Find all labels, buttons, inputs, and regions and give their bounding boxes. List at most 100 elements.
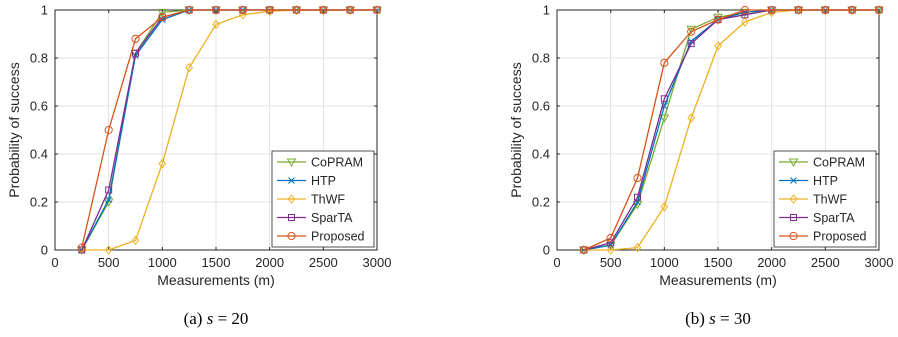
y-tick-label: 0.4 (30, 147, 48, 162)
legend: CoPRAM HTP ThWF SparTA Proposed (271, 150, 375, 248)
x-tick-label: 500 (600, 255, 622, 270)
y-tick-label: 0.6 (532, 99, 550, 114)
y-tick-label: 0.8 (532, 51, 550, 66)
x-tick-label: 2000 (757, 255, 786, 270)
data-point-proposed (131, 34, 140, 43)
series-proposed (579, 5, 884, 255)
x-tick-label: 3000 (865, 255, 894, 270)
data-point-proposed (848, 5, 857, 15)
data-point-thwf (767, 7, 776, 18)
panel-caption: (a) s = 20 (184, 309, 249, 328)
legend-marker-sparta (790, 214, 797, 221)
x-tick-label: 2500 (309, 255, 338, 270)
y-axis-label: Probability of success (508, 62, 524, 197)
data-point-thwf (104, 245, 113, 255)
ticks: 0 500 1000 1500 2000 2500 3000 0 0.2 0.4 0.6 0.8 1 (532, 3, 894, 271)
data-point-thwf (185, 62, 194, 73)
y-tick-label: 1 (41, 3, 48, 18)
legend-marker-thwf (789, 194, 798, 204)
data-point-sparta (607, 239, 615, 247)
legend-label-htp: HTP (813, 174, 838, 188)
x-tick-label: 1500 (704, 255, 733, 270)
data-point-copram (659, 114, 670, 124)
data-point-copram (686, 25, 697, 35)
series-line-proposed (583, 9, 879, 251)
data-point-sparta (158, 13, 166, 21)
data-point-proposed (104, 125, 113, 135)
data-point-proposed (874, 5, 884, 15)
y-tick-label: 1 (543, 3, 550, 18)
data-point-sparta (714, 16, 722, 24)
data-point-proposed (238, 5, 247, 15)
data-point-proposed (158, 13, 167, 22)
data-point-proposed (740, 5, 749, 15)
data-point-sparta (741, 11, 749, 19)
data-point-thwf (212, 19, 220, 30)
y-tick-label: 0.2 (30, 195, 48, 210)
x-tick-label: 2500 (811, 255, 840, 270)
legend-marker-htp (288, 177, 295, 184)
caption-label: (b) (685, 309, 709, 328)
caption-value: = 30 (716, 309, 751, 328)
data-point-copram (157, 8, 168, 18)
y-tick-label: 0.4 (532, 147, 550, 162)
data-point-thwf (714, 41, 722, 51)
y-tick-label: 0.8 (30, 51, 48, 66)
y-tick-label: 0.6 (30, 99, 48, 114)
x-tick-label: 0 (51, 255, 58, 270)
data-point-thwf (687, 113, 696, 123)
data-point-htp (687, 37, 695, 45)
ticks: 0 500 1000 1500 2000 2500 3000 0 0.2 0.4 0.6 0.8 1 (30, 3, 392, 271)
x-axis-label: Measurements (m) (157, 272, 274, 288)
caption-variable: s (709, 309, 716, 328)
data-point-thwf (158, 158, 167, 169)
data-point-sparta (105, 186, 113, 194)
data-point-sparta (660, 95, 668, 103)
x-tick-label: 1500 (202, 255, 231, 270)
data-point-thwf (77, 245, 86, 255)
series-proposed (77, 5, 382, 252)
data-point-htp (105, 196, 113, 203)
data-point-proposed (821, 5, 830, 15)
data-point-proposed (319, 5, 328, 15)
y-tick-label: 0 (41, 243, 48, 258)
legend-label-thwf: ThWF (813, 193, 847, 207)
data-point-proposed (660, 58, 669, 67)
data-point-proposed (633, 173, 642, 183)
panel-caption: (b) s = 30 (685, 309, 751, 328)
legend-marker-proposed (789, 231, 798, 241)
legend-label-htp: HTP (311, 174, 336, 188)
data-point-proposed (372, 5, 382, 15)
data-point-sparta (580, 246, 588, 254)
legend-label-proposed: Proposed (813, 230, 867, 244)
caption-variable: s (207, 309, 214, 328)
data-point-htp (158, 16, 166, 23)
x-tick-label: 1000 (148, 255, 177, 270)
data-point-proposed (713, 15, 723, 24)
series-line-proposed (81, 9, 377, 248)
x-tick-label: 1000 (650, 255, 679, 270)
legend-marker-proposed (287, 231, 296, 241)
legend-marker-htp (790, 177, 797, 184)
x-tick-label: 500 (98, 255, 120, 270)
data-point-proposed (346, 5, 355, 15)
data-point-proposed (794, 5, 803, 15)
data-point-thwf (633, 242, 642, 253)
data-point-proposed (767, 5, 776, 15)
data-point-proposed (687, 27, 696, 36)
data-point-thwf (740, 17, 749, 27)
data-point-sparta (634, 193, 641, 201)
data-point-thwf (606, 245, 615, 255)
x-tick-label: 0 (553, 255, 560, 270)
x-tick-label: 2000 (255, 255, 284, 270)
chart-panel-b: 0 500 1000 1500 2000 2500 3000 0 0.2 0.4 0.6 0.8 1 Me… (508, 3, 893, 329)
legend-label-sparta: SparTA (813, 211, 855, 225)
legend-marker-thwf (287, 194, 296, 204)
legend-label-copram: CoPRAM (813, 156, 865, 170)
data-point-proposed (185, 5, 194, 15)
legend-label-proposed: Proposed (311, 230, 365, 244)
data-point-thwf (660, 201, 669, 212)
legend-marker-sparta (288, 214, 295, 221)
y-tick-label: 0 (543, 243, 550, 258)
